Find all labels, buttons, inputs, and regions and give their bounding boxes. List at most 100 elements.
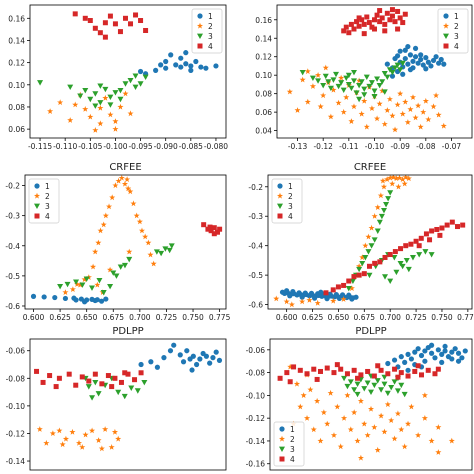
series-4-point — [304, 371, 310, 377]
series-3-point — [362, 255, 369, 261]
series-3-point — [117, 87, 124, 94]
series-3-point — [112, 90, 119, 96]
series-4-point — [138, 18, 144, 24]
series-2-point — [359, 254, 366, 261]
series-2-point — [338, 74, 345, 81]
legend-label: 4 — [288, 212, 293, 221]
series-2-point — [422, 97, 429, 104]
series-1-point — [193, 58, 199, 65]
series-3-point — [361, 86, 368, 93]
legend-marker-1 — [443, 13, 449, 19]
series-2-point — [288, 301, 295, 308]
y-tick-label: -0.3 — [5, 212, 20, 221]
series-2-point — [399, 176, 406, 182]
series-3-point — [82, 87, 89, 94]
series-3-point — [368, 389, 374, 395]
series-2-point — [74, 281, 81, 287]
y-tick-label: -0.2 — [5, 182, 20, 191]
series-3-point — [388, 385, 395, 391]
y-tick-label: 0.10 — [8, 81, 25, 90]
series-2-point — [127, 188, 134, 195]
series-4-point — [133, 12, 139, 18]
x-tick-label: -0.100 — [103, 142, 127, 151]
series-3-point — [347, 379, 354, 385]
series-1-point — [439, 351, 445, 357]
series-4-point — [392, 249, 398, 255]
series-1-point — [103, 296, 109, 302]
y-tick-label: -0.14 — [6, 457, 26, 466]
series-4-point — [449, 219, 455, 225]
series-2-point — [315, 72, 322, 78]
series-4-point — [118, 379, 124, 385]
series-2-point — [357, 454, 364, 461]
series-3-point — [389, 70, 396, 76]
series-2-point — [283, 298, 290, 305]
series-2-point — [107, 266, 114, 273]
series-1-point — [210, 355, 216, 361]
series-3-point — [117, 264, 124, 270]
series-4-point — [437, 232, 443, 238]
series-3-point — [374, 378, 381, 384]
series-2-point — [398, 426, 405, 433]
series-4-point — [427, 237, 433, 243]
legend-label: 2 — [288, 192, 293, 201]
series-1-point — [435, 347, 441, 353]
series-1-point — [213, 349, 219, 355]
series-2-point — [126, 248, 133, 255]
legend-marker-3 — [277, 203, 283, 209]
y-tick-label: -0.4 — [248, 242, 263, 251]
series-2-point — [440, 122, 447, 129]
series-2-point — [79, 444, 86, 450]
series-2-point — [340, 296, 347, 302]
series-1-point — [462, 348, 468, 354]
series-3-point — [345, 72, 352, 79]
y-tick-label: 0.12 — [255, 53, 272, 62]
series-1-point — [198, 64, 204, 70]
series-3-point — [325, 79, 332, 85]
y-tick-label: -0.6 — [5, 302, 20, 311]
series-2-point — [335, 99, 342, 106]
series-4-point — [435, 366, 441, 372]
subplot-5: PDLPP -0.06 -0.08 -0.10 -0.12 -0.14 — [6, 326, 227, 471]
series-2-point — [435, 424, 442, 430]
series-2-point — [49, 430, 56, 436]
series-2-point — [368, 105, 375, 111]
series-3-point — [153, 249, 160, 255]
series-2-point — [133, 212, 140, 219]
series-4-point — [359, 17, 365, 23]
legend-marker-2 — [279, 435, 285, 442]
series-2-point — [356, 263, 363, 269]
series-4-point — [378, 367, 384, 373]
legend-label: 3 — [290, 445, 295, 454]
series-2-point — [380, 183, 387, 190]
series-3-point — [126, 256, 133, 263]
series-1-point — [138, 361, 144, 368]
series-1-point — [418, 56, 424, 63]
series-2-point — [388, 417, 395, 423]
series-1-point — [455, 350, 462, 356]
series-3-point — [385, 196, 392, 202]
series-3-point — [401, 391, 408, 398]
series-2-point — [420, 108, 427, 115]
series-3-point — [416, 252, 423, 258]
series-2-point — [344, 392, 351, 398]
series-4-point — [354, 19, 360, 25]
series-3-point — [132, 84, 139, 91]
legend-label: 4 — [208, 42, 213, 51]
series-4-point — [397, 15, 403, 21]
series-4-point — [330, 287, 336, 293]
series-4-point — [73, 382, 79, 388]
series-3-point — [345, 285, 352, 292]
series-3-point — [366, 83, 373, 90]
series-2-point — [309, 83, 316, 89]
series-1-point — [346, 292, 352, 298]
series-3-point — [361, 386, 368, 392]
series-2-point — [354, 437, 361, 444]
series-4-point — [408, 241, 414, 247]
x-tick-label: 0.725 — [405, 313, 427, 322]
series-3-point — [405, 266, 412, 273]
series-3-point — [340, 87, 347, 93]
series-2-point — [395, 183, 402, 190]
series-3-point — [121, 262, 128, 269]
series-2-point — [108, 444, 115, 450]
